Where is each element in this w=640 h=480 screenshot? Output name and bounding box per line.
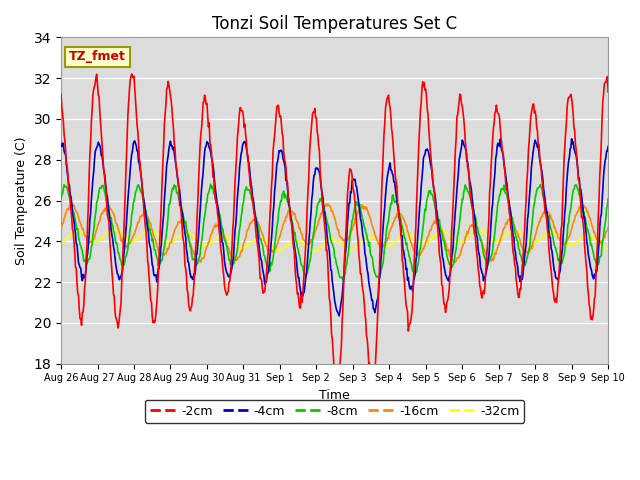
-2cm: [381, 121, 388, 127]
-32cm: [328, 236, 335, 242]
-32cm: [109, 226, 117, 232]
Title: Tonzi Soil Temperatures Set C: Tonzi Soil Temperatures Set C: [212, 15, 457, 33]
-8cm: [604, 196, 612, 202]
Y-axis label: Soil Temperature (C): Soil Temperature (C): [15, 136, 28, 265]
-32cm: [178, 231, 186, 237]
-8cm: [177, 204, 185, 209]
-8cm: [556, 259, 563, 265]
-2cm: [128, 71, 136, 77]
-4cm: [380, 212, 388, 218]
-4cm: [326, 256, 334, 262]
-2cm: [178, 218, 186, 224]
Line: -32cm: -32cm: [61, 229, 608, 252]
-16cm: [202, 248, 209, 254]
-4cm: [335, 313, 343, 319]
-2cm: [202, 96, 209, 101]
-4cm: [568, 136, 575, 142]
-8cm: [57, 196, 65, 202]
Legend: -2cm, -4cm, -8cm, -16cm, -32cm: -2cm, -4cm, -8cm, -16cm, -32cm: [145, 400, 524, 423]
-8cm: [327, 237, 335, 243]
-2cm: [327, 312, 335, 317]
-16cm: [450, 260, 458, 265]
-16cm: [327, 205, 335, 211]
-8cm: [381, 244, 388, 250]
Line: -8cm: -8cm: [61, 184, 608, 280]
-32cm: [556, 235, 563, 240]
-16cm: [57, 226, 65, 231]
-8cm: [201, 214, 209, 219]
-32cm: [381, 243, 388, 249]
-32cm: [604, 245, 612, 251]
-32cm: [202, 242, 209, 248]
-4cm: [555, 274, 563, 280]
-16cm: [556, 237, 563, 243]
-4cm: [57, 142, 65, 147]
-2cm: [334, 385, 342, 391]
-2cm: [604, 89, 612, 95]
-32cm: [435, 230, 442, 236]
-8cm: [435, 220, 442, 226]
-32cm: [57, 241, 65, 247]
-4cm: [434, 220, 442, 226]
Line: -2cm: -2cm: [61, 74, 608, 388]
-4cm: [201, 149, 209, 155]
-2cm: [57, 92, 65, 97]
-16cm: [434, 221, 442, 227]
-2cm: [435, 239, 442, 245]
-4cm: [604, 144, 612, 149]
-16cm: [68, 201, 76, 206]
Line: -4cm: -4cm: [61, 139, 608, 316]
-32cm: [310, 249, 317, 254]
-16cm: [380, 241, 388, 247]
Line: -16cm: -16cm: [61, 204, 608, 263]
-2cm: [556, 262, 563, 267]
-8cm: [207, 181, 214, 187]
X-axis label: Time: Time: [319, 389, 350, 402]
-8cm: [339, 277, 347, 283]
-16cm: [604, 225, 612, 230]
Text: TZ_fmet: TZ_fmet: [69, 50, 126, 63]
-4cm: [177, 204, 185, 209]
-16cm: [178, 219, 186, 225]
